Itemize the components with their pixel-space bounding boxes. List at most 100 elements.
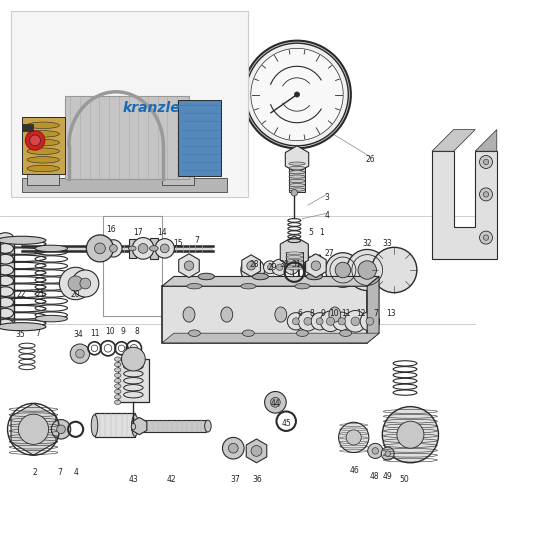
Ellipse shape	[114, 362, 121, 367]
Text: 37: 37	[230, 475, 240, 484]
Ellipse shape	[27, 139, 59, 146]
Text: 20: 20	[71, 290, 80, 299]
Ellipse shape	[242, 330, 254, 336]
Circle shape	[293, 318, 299, 325]
Ellipse shape	[27, 165, 59, 172]
Ellipse shape	[114, 400, 121, 404]
Polygon shape	[179, 254, 199, 278]
Circle shape	[72, 270, 99, 297]
Polygon shape	[280, 236, 308, 268]
Polygon shape	[246, 439, 267, 463]
Text: 8: 8	[134, 327, 139, 336]
Circle shape	[276, 264, 283, 271]
Ellipse shape	[0, 276, 14, 286]
Bar	[118, 359, 149, 402]
Circle shape	[51, 420, 71, 439]
Polygon shape	[285, 146, 309, 173]
Text: 42: 42	[167, 475, 177, 484]
Ellipse shape	[114, 368, 121, 372]
Polygon shape	[162, 276, 379, 286]
Circle shape	[264, 261, 276, 274]
Ellipse shape	[289, 162, 305, 165]
Text: 34: 34	[73, 330, 83, 339]
Bar	[129, 239, 136, 258]
Text: 12: 12	[356, 309, 366, 318]
Text: 9: 9	[320, 309, 326, 318]
Polygon shape	[475, 130, 497, 151]
Circle shape	[25, 131, 45, 150]
Text: 8: 8	[310, 309, 314, 318]
Ellipse shape	[289, 188, 305, 191]
Text: 15: 15	[173, 239, 183, 247]
Bar	[65, 96, 189, 179]
Polygon shape	[367, 276, 379, 343]
Circle shape	[86, 235, 113, 262]
Text: 49: 49	[382, 472, 392, 481]
Ellipse shape	[0, 265, 14, 275]
Ellipse shape	[114, 373, 121, 377]
Ellipse shape	[252, 273, 268, 280]
Ellipse shape	[0, 244, 14, 253]
Text: 6: 6	[297, 309, 302, 318]
Ellipse shape	[114, 395, 121, 399]
Circle shape	[311, 313, 328, 330]
Circle shape	[184, 261, 194, 271]
Ellipse shape	[183, 307, 195, 322]
Circle shape	[251, 48, 343, 141]
Text: 1: 1	[319, 228, 323, 237]
Text: 30: 30	[280, 260, 289, 269]
Text: 43: 43	[129, 475, 139, 484]
Circle shape	[483, 235, 489, 240]
Circle shape	[304, 318, 312, 325]
Text: 4: 4	[324, 212, 329, 220]
Bar	[27, 171, 59, 185]
Ellipse shape	[286, 267, 303, 270]
Circle shape	[122, 347, 145, 371]
Ellipse shape	[114, 357, 121, 361]
Polygon shape	[242, 255, 260, 276]
Ellipse shape	[286, 259, 303, 262]
Ellipse shape	[0, 236, 46, 244]
Ellipse shape	[0, 233, 14, 242]
Circle shape	[241, 258, 265, 282]
Circle shape	[289, 265, 294, 270]
Ellipse shape	[0, 322, 46, 330]
Circle shape	[285, 260, 299, 274]
Circle shape	[351, 317, 360, 326]
Ellipse shape	[296, 330, 308, 336]
Circle shape	[320, 311, 341, 332]
Text: 11: 11	[90, 329, 99, 338]
Circle shape	[222, 437, 244, 459]
Bar	[162, 286, 367, 343]
Circle shape	[480, 156, 492, 168]
Ellipse shape	[0, 254, 14, 264]
Circle shape	[243, 40, 351, 148]
Circle shape	[326, 317, 335, 326]
Text: 17: 17	[133, 228, 143, 237]
Ellipse shape	[0, 287, 14, 296]
Circle shape	[80, 278, 91, 289]
Ellipse shape	[286, 263, 303, 266]
Text: 29: 29	[268, 263, 278, 272]
Circle shape	[347, 249, 388, 291]
Text: 32: 32	[362, 239, 372, 247]
Ellipse shape	[289, 184, 305, 187]
Ellipse shape	[306, 273, 322, 280]
Circle shape	[18, 414, 49, 444]
Circle shape	[345, 310, 366, 332]
Text: 33: 33	[383, 239, 393, 247]
Circle shape	[397, 421, 424, 448]
Bar	[289, 162, 305, 192]
Text: 13: 13	[387, 309, 396, 318]
Circle shape	[246, 43, 348, 146]
Text: 50: 50	[399, 475, 409, 484]
Text: 27: 27	[325, 249, 334, 258]
Circle shape	[483, 159, 489, 165]
Circle shape	[76, 349, 84, 358]
Ellipse shape	[329, 307, 341, 322]
Circle shape	[385, 451, 390, 456]
Ellipse shape	[27, 157, 59, 163]
Bar	[162, 171, 194, 185]
Text: 46: 46	[349, 467, 359, 475]
Text: 31: 31	[291, 260, 301, 269]
